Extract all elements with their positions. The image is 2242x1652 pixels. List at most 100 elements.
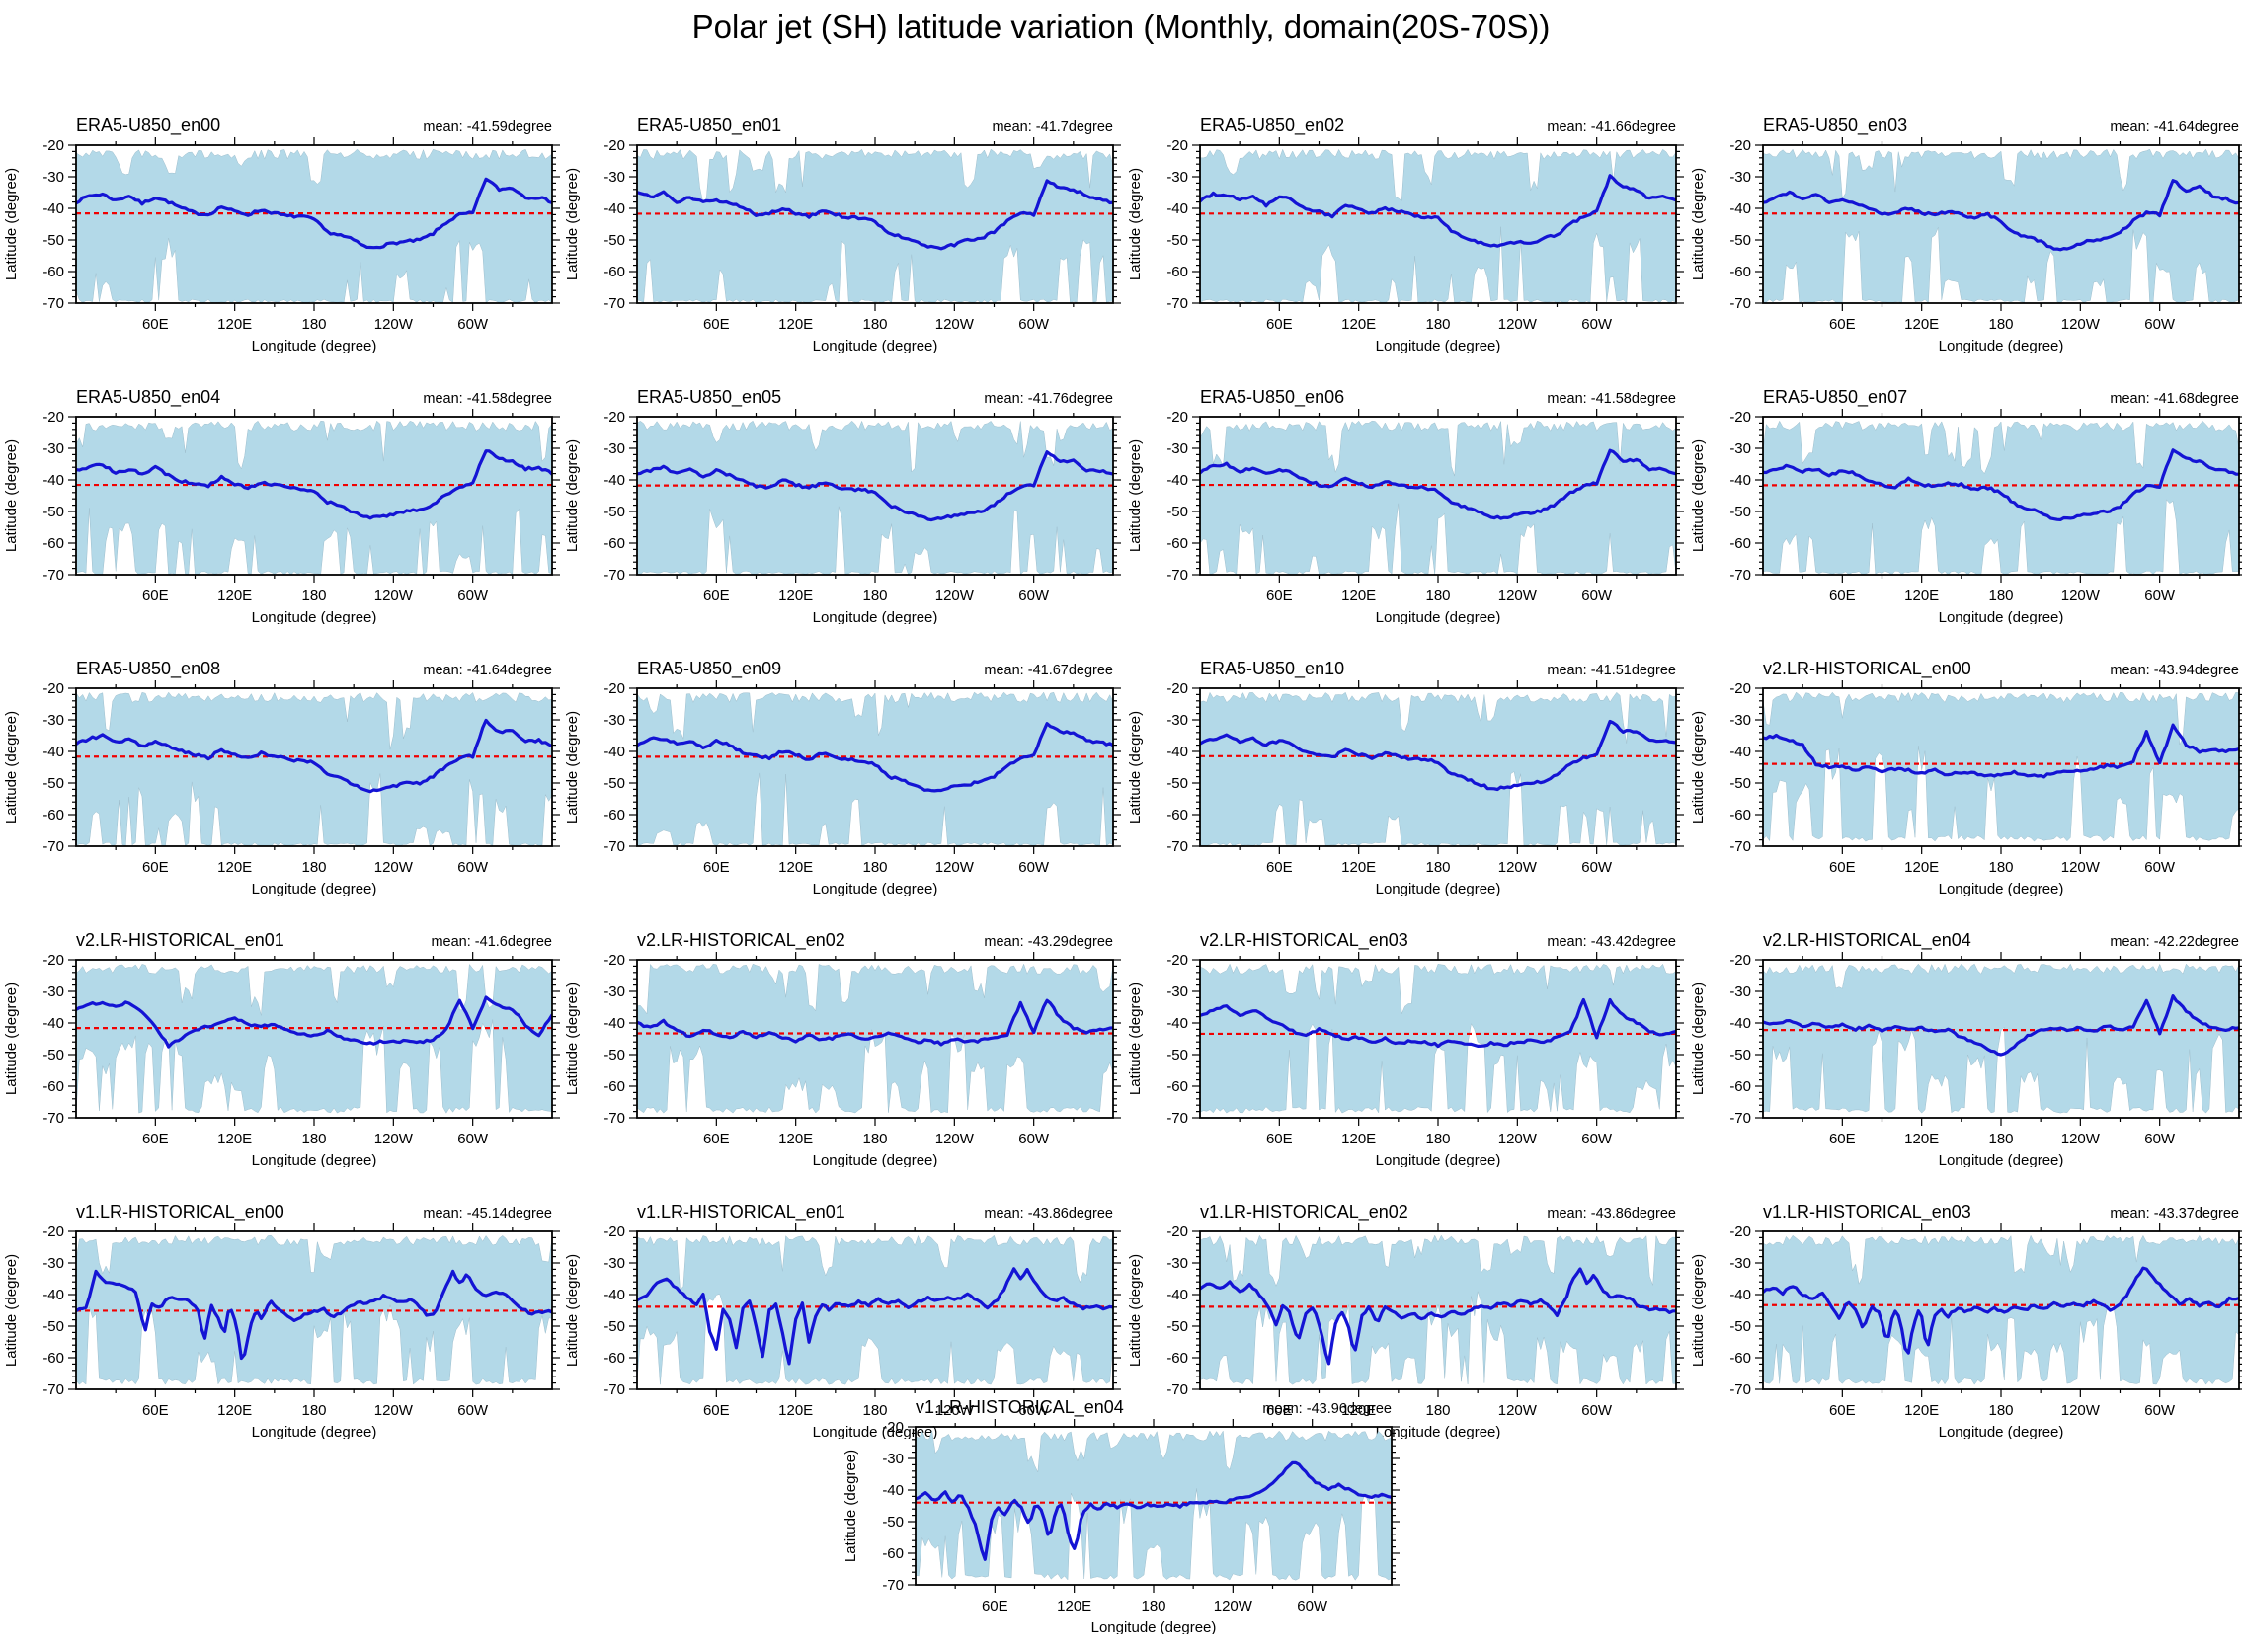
- axis-ticks: [68, 1223, 560, 1397]
- x-tick-label: 60E: [703, 316, 730, 333]
- jet-latitude-line: [637, 722, 1113, 793]
- x-axis-title: Longitude (degree): [1939, 609, 2064, 624]
- y-tick-label: -60: [603, 264, 625, 280]
- x-tick-label: 60E: [703, 1131, 730, 1147]
- panel-title: v1.LR-HISTORICAL_en01: [637, 1202, 845, 1222]
- jet-latitude-line: [76, 995, 552, 1049]
- y-tick-label: -70: [603, 838, 625, 855]
- panel-title: v2.LR-HISTORICAL_en00: [1763, 659, 1971, 679]
- x-tick-label: 60E: [703, 1402, 730, 1419]
- y-axis-title: Latitude (degree): [3, 439, 20, 552]
- x-tick-label: 120E: [217, 1131, 252, 1147]
- y-tick-label: -60: [42, 807, 64, 824]
- x-tick-label: 180: [1988, 588, 2013, 604]
- x-axis-title: Longitude (degree): [252, 1152, 377, 1167]
- panel-v1.LR-HISTORICAL_en03: 60E 120E 180 120W 60W -20 -30 -40 -50 -60 -70 Longi…: [1690, 1202, 2242, 1439]
- x-tick-label: 120E: [1904, 1402, 1939, 1419]
- y-tick-label: -40: [1166, 472, 1188, 489]
- panel-mean-annotation: mean: -41.66degree: [1547, 119, 1676, 135]
- y-tick-label: -60: [1166, 807, 1188, 824]
- y-tick-label: -70: [42, 567, 64, 584]
- range-envelope-area: [1200, 148, 1676, 303]
- y-tick-label: -20: [603, 137, 625, 154]
- x-tick-label: 60E: [142, 1131, 169, 1147]
- x-tick-label: 120W: [935, 1131, 975, 1147]
- range-envelope-area: [1200, 963, 1676, 1114]
- x-tick-label: 60W: [1018, 859, 1050, 876]
- panel-title: v2.LR-HISTORICAL_en02: [637, 930, 845, 951]
- y-tick-label: -20: [1166, 409, 1188, 426]
- y-tick-label: -60: [42, 535, 64, 552]
- x-tick-label: 120E: [1904, 588, 1939, 604]
- axis-ticks: [629, 137, 1121, 311]
- y-tick-label: -50: [1166, 775, 1188, 792]
- x-tick-label: 120W: [1498, 316, 1538, 333]
- y-tick-label: -70: [42, 1110, 64, 1127]
- y-axis-title: Latitude (degree): [1690, 983, 1707, 1095]
- x-axis-title: Longitude (degree): [1939, 338, 2064, 353]
- x-axis-title: Longitude (degree): [252, 338, 377, 353]
- panel-mean-annotation: mean: -43.37degree: [2110, 1206, 2239, 1221]
- y-axis-title: Latitude (degree): [564, 711, 581, 824]
- y-tick-label: -50: [1166, 232, 1188, 249]
- x-tick-label: 120E: [1904, 859, 1939, 876]
- panel-title: ERA5-U850_en10: [1200, 659, 1344, 679]
- y-tick-label: -70: [603, 1110, 625, 1127]
- y-tick-label: -20: [1729, 952, 1751, 969]
- panel-mean-annotation: mean: -41.64degree: [423, 663, 552, 678]
- y-tick-label: -40: [1729, 1015, 1751, 1032]
- y-tick-label: -30: [42, 169, 64, 186]
- x-tick-label: 60W: [1581, 859, 1613, 876]
- x-axis-title: Longitude (degree): [813, 1424, 938, 1439]
- x-tick-label: 120W: [374, 1402, 414, 1419]
- y-tick-label: -70: [1729, 1381, 1751, 1398]
- panel-ERA5-U850_en01: 60E 120E 180 120W 60W -20 -30 -40 -50 -60 -70 Longi…: [564, 116, 1121, 353]
- x-tick-label: 120E: [217, 859, 252, 876]
- jet-latitude-line: [1200, 448, 1676, 520]
- x-tick-label: 120W: [935, 316, 975, 333]
- y-tick-label: -60: [603, 807, 625, 824]
- x-tick-label: 180: [301, 859, 326, 876]
- panel-mean-annotation: mean: -41.76degree: [984, 391, 1113, 407]
- panel-mean-annotation: mean: -41.58degree: [1547, 391, 1676, 407]
- jet-latitude-line: [1763, 993, 2239, 1057]
- y-tick-label: -50: [42, 504, 64, 520]
- x-tick-label: 180: [862, 1402, 887, 1419]
- y-tick-label: -30: [603, 1255, 625, 1272]
- x-tick-label: 180: [1988, 1402, 2013, 1419]
- y-tick-label: -70: [1729, 838, 1751, 855]
- x-axis-title: Longitude (degree): [1376, 881, 1501, 896]
- y-axis-title: Latitude (degree): [1127, 983, 1144, 1095]
- x-tick-label: 60W: [1581, 316, 1613, 333]
- y-tick-label: -50: [1166, 504, 1188, 520]
- axis-ticks: [1192, 137, 1684, 311]
- axis-ticks: [629, 952, 1121, 1126]
- y-tick-label: -50: [42, 775, 64, 792]
- y-tick-label: -20: [1166, 1223, 1188, 1240]
- y-tick-label: -50: [1729, 1047, 1751, 1063]
- y-tick-label: -50: [603, 232, 625, 249]
- x-tick-label: 60W: [2144, 1402, 2176, 1419]
- y-axis-title: Latitude (degree): [564, 983, 581, 1095]
- y-tick-label: -20: [42, 680, 64, 697]
- x-axis-title: Longitude (degree): [252, 609, 377, 624]
- x-tick-label: 60W: [1581, 1131, 1613, 1147]
- y-tick-label: -50: [1729, 232, 1751, 249]
- axis-ticks: [1755, 1223, 2242, 1397]
- y-tick-label: -30: [42, 440, 64, 457]
- y-tick-label: -40: [603, 1287, 625, 1303]
- y-tick-label: -20: [1166, 952, 1188, 969]
- x-tick-label: 60W: [1018, 316, 1050, 333]
- range-envelope-area: [76, 420, 552, 575]
- panel-mean-annotation: mean: -43.86degree: [1547, 1206, 1676, 1221]
- panel-title: v1.LR-HISTORICAL_en03: [1763, 1202, 1971, 1222]
- jet-latitude-line: [76, 718, 552, 794]
- y-tick-label: -70: [603, 295, 625, 312]
- jet-latitude-line: [637, 998, 1113, 1047]
- x-tick-label: 120E: [1341, 1402, 1376, 1419]
- panel-title: v1.LR-HISTORICAL_en00: [76, 1202, 284, 1222]
- panel-ERA5-U850_en06: 60E 120E 180 120W 60W -20 -30 -40 -50 -60 -70 Longi…: [1127, 387, 1684, 624]
- x-axis-title: Longitude (degree): [1376, 609, 1501, 624]
- y-tick-label: -60: [1166, 1350, 1188, 1367]
